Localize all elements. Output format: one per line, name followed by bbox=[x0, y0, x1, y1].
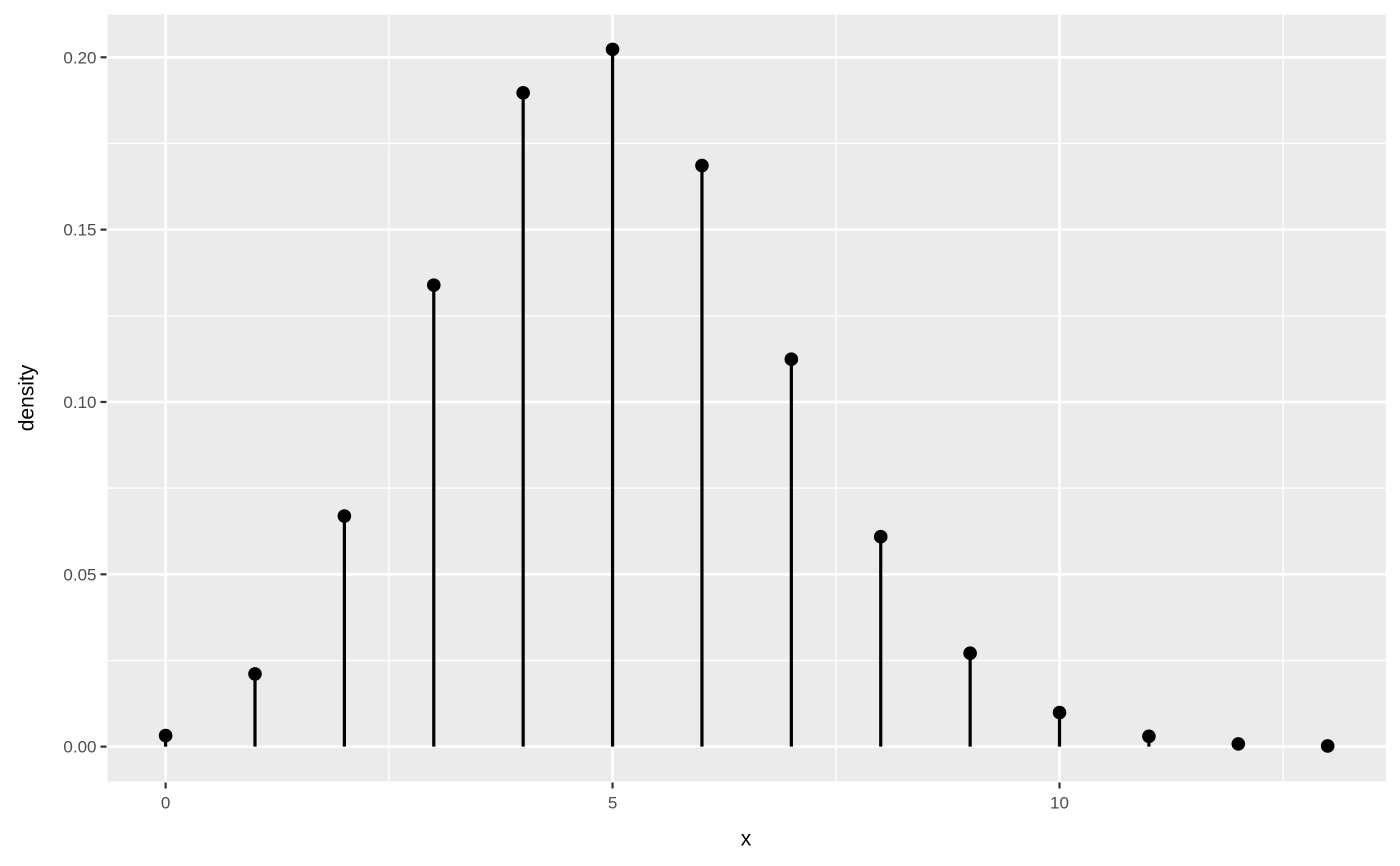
point-marker bbox=[516, 85, 530, 100]
point-marker bbox=[873, 529, 888, 544]
point-marker bbox=[158, 728, 173, 743]
point-marker bbox=[337, 509, 352, 523]
y-tick-label: 0.15 bbox=[63, 221, 96, 240]
y-tick-label: 0.00 bbox=[63, 738, 96, 757]
x-tick-label: 5 bbox=[608, 794, 617, 813]
y-tick-label: 0.05 bbox=[63, 565, 96, 584]
point-marker bbox=[1231, 737, 1246, 751]
point-marker bbox=[605, 42, 620, 57]
point-marker bbox=[1320, 739, 1335, 753]
y-axis-title: density bbox=[15, 364, 39, 432]
point-marker bbox=[248, 667, 262, 681]
x-tick-label: 10 bbox=[1050, 794, 1069, 813]
y-tick-label: 0.20 bbox=[63, 48, 96, 67]
point-marker bbox=[1142, 729, 1156, 744]
point-marker bbox=[784, 352, 799, 367]
x-axis-title: x bbox=[740, 827, 752, 851]
point-marker bbox=[426, 278, 441, 292]
x-tick-label: 0 bbox=[161, 794, 170, 813]
point-marker bbox=[963, 646, 977, 661]
panel-background bbox=[107, 14, 1386, 782]
point-marker bbox=[1052, 705, 1067, 720]
y-tick-label: 0.10 bbox=[63, 393, 96, 412]
point-marker bbox=[695, 158, 709, 173]
